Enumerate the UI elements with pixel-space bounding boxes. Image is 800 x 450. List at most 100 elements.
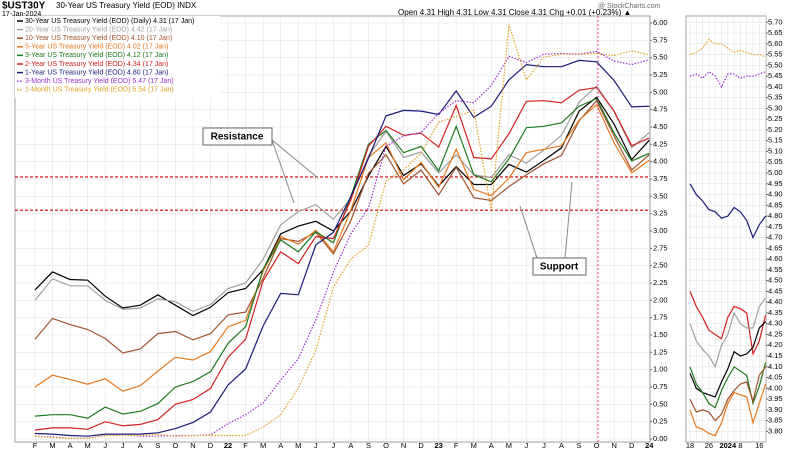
y-tick-label: 5.25 (768, 114, 783, 123)
series-line (34, 103, 650, 392)
y-tick-label: 4.60 (768, 254, 783, 263)
y-tick-label: 3.25 (653, 209, 668, 218)
y-tick-label: 5.25 (653, 70, 668, 79)
y-tick-label: 4.40 (768, 297, 783, 306)
legend-entry: 3-Year US Treasury Yield (EOD) 4.12 (17 … (25, 52, 168, 59)
y-tick-label: 4.75 (653, 105, 668, 114)
y-tick-label: 1.25 (653, 347, 668, 356)
y-tick-label: 1.75 (653, 313, 668, 322)
y-tick-label: 2.75 (653, 243, 668, 252)
legend-entry: 1-Month US Treasury Yield (EOD) 5.54 (17… (25, 87, 174, 94)
x-tick-label: A (559, 441, 564, 450)
series-line (34, 24, 650, 439)
x-tick-label: 2024 (719, 441, 737, 450)
quote: Open 4.31 High 4.31 Low 4.31 Close 4.31 … (398, 8, 631, 17)
x-tick-label: M (260, 441, 266, 450)
series-line (689, 291, 767, 356)
x-tick-label: M (471, 441, 477, 450)
y-tick-label: 5.00 (653, 87, 668, 96)
series-line (34, 86, 650, 431)
y-tick-label: 6.00 (653, 18, 668, 27)
x-tick-label: N (401, 441, 406, 450)
y-tick-label: 3.95 (768, 394, 783, 403)
x-tick-label: J (103, 441, 107, 450)
y-tick-label: 3.75 (653, 174, 668, 183)
series-line (689, 383, 767, 437)
line-layer (15, 24, 767, 439)
legend-entry: 20-Year US Treasury Yield (EOD) 4.42 (17… (25, 26, 172, 33)
y-tick-label: 5.60 (768, 39, 783, 48)
x-tick-label: 22 (224, 441, 232, 450)
legend: 30-Year US Treasury Yield (EOD) (Daily) … (17, 18, 194, 94)
series-line (689, 362, 767, 409)
x-tick-label: 24 (645, 441, 654, 450)
y-tick-label: 4.45 (768, 286, 783, 295)
y-tick-label: 4.15 (768, 351, 783, 360)
x-tick-label: 18 (686, 441, 694, 450)
legend-entry: 3-Month US Treasury Yield (EOD) 5.47 (17… (25, 78, 174, 85)
annotation-arrow (271, 139, 295, 204)
y-tick-label: 4.35 (768, 308, 783, 317)
y-tick-label: 4.05 (768, 373, 783, 382)
x-tick-label: J (314, 441, 318, 450)
y-tick-label: 4.65 (768, 243, 783, 252)
y-tick-label: 5.20 (768, 125, 783, 134)
legend-entry: 1-Year US Treasury Yield (EOD) 4.80 (17 … (25, 69, 168, 76)
annotation-arrow (271, 139, 319, 179)
legend-entry: 2-Year US Treasury Yield (EOD) 4.34 (17 … (25, 61, 168, 68)
y-tick-label: 0.25 (653, 417, 668, 426)
y-tick-label: 2.25 (653, 278, 668, 287)
legend-entry: 10-Year US Treasury Yield (EOD) 4.10 (17… (25, 35, 172, 42)
y-tick-label: 4.75 (768, 222, 783, 231)
series-line (689, 366, 767, 422)
y-tick-label: 3.00 (653, 226, 668, 235)
y-tick-label: 5.55 (768, 50, 783, 59)
annotation-box (532, 257, 587, 276)
x-tick-label: S (577, 441, 582, 450)
annotation: Resistance (211, 132, 264, 143)
series-line (34, 99, 650, 354)
x-tick-label: A (138, 441, 143, 450)
x-tick-label: 23 (434, 441, 442, 450)
x-tick-label: D (629, 441, 635, 450)
x-tick-label: N (190, 441, 195, 450)
x-tick-label: J (331, 441, 335, 450)
y-tick-label: 5.50 (653, 53, 668, 62)
y-tick-label: 4.10 (768, 362, 783, 371)
x-tick-label: 16 (755, 441, 763, 450)
y-tick-label: 5.35 (768, 93, 783, 102)
y-tick-label: 4.70 (768, 233, 783, 242)
x-tick-label: J (542, 441, 546, 450)
y-tick-label: 4.00 (768, 383, 783, 392)
y-tick-label: 0.75 (653, 382, 668, 391)
x-tick-label: M (506, 441, 512, 450)
x-tick-label: A (68, 441, 73, 450)
x-tick-label: 26 (705, 441, 713, 450)
y-tick-label: 4.25 (653, 139, 668, 148)
y-tick-label: 4.55 (768, 265, 783, 274)
y-tick-label: 0.50 (653, 399, 668, 408)
x-tick-label: J (525, 441, 529, 450)
x-tick-label: N (611, 441, 616, 450)
y-tick-label: 5.30 (768, 103, 783, 112)
symbol: $UST30Y (2, 1, 46, 12)
x-tick-label: S (366, 441, 371, 450)
annotation-box (202, 127, 273, 146)
y-tick-label: 5.40 (768, 82, 783, 91)
y-tick-label: 5.00 (768, 168, 783, 177)
y-tick-label: 5.75 (653, 35, 668, 44)
y-tick-label: 4.50 (768, 276, 783, 285)
x-tick-label: J (121, 441, 125, 450)
x-tick-label: M (295, 441, 301, 450)
y-tick-label: 5.65 (768, 28, 783, 37)
x-tick-label: D (418, 441, 424, 450)
y-tick-label: 3.90 (768, 405, 783, 414)
y-tick-label: 4.95 (768, 179, 783, 188)
annotation-arrow (564, 181, 573, 259)
y-tick-label: 5.50 (768, 60, 783, 69)
y-tick-label: 5.05 (768, 157, 783, 166)
x-tick-label: M (85, 441, 91, 450)
y-tick-label: 2.00 (653, 295, 668, 304)
x-tick-label: A (278, 441, 283, 450)
